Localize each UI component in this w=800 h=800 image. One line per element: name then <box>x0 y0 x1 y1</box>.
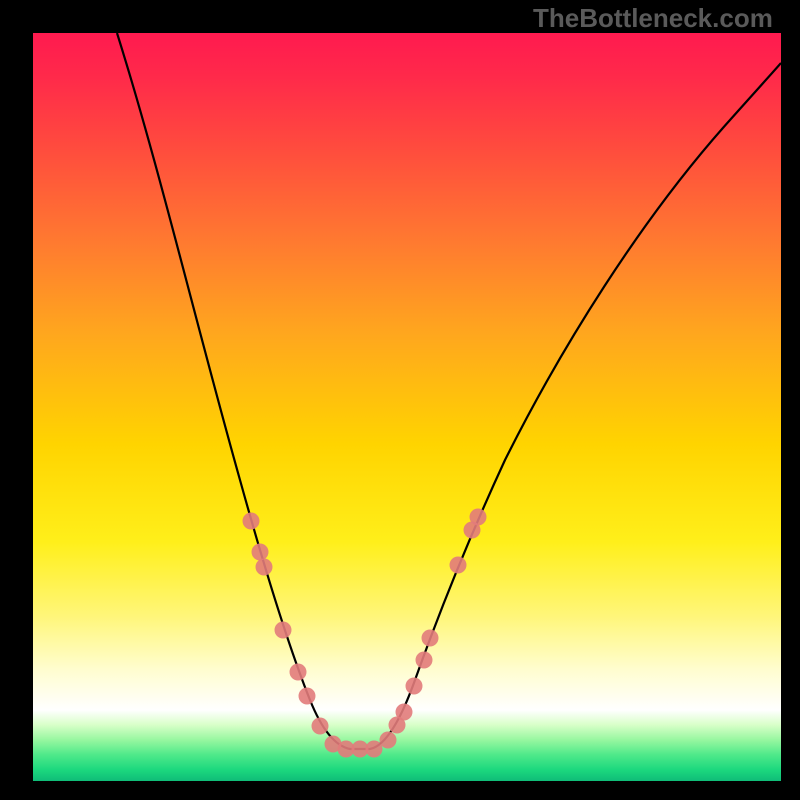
curve-marker-right <box>406 678 423 695</box>
curve-marker-left <box>243 513 260 530</box>
curve-marker-left <box>256 559 273 576</box>
curve-marker-right <box>416 652 433 669</box>
curve-marker-right <box>470 509 487 526</box>
curve-marker-left <box>252 544 269 561</box>
chart-plot-area <box>33 33 781 781</box>
curve-marker-right <box>380 732 397 749</box>
curve-marker-left <box>299 688 316 705</box>
curve-marker-left <box>275 622 292 639</box>
curve-marker-right <box>422 630 439 647</box>
curve-marker-right <box>396 704 413 721</box>
curve-marker-right <box>450 557 467 574</box>
curve-marker-bottom <box>366 741 383 758</box>
watermark-text: TheBottleneck.com <box>533 3 773 34</box>
curve-marker-left <box>290 664 307 681</box>
curve-marker-left <box>312 718 329 735</box>
